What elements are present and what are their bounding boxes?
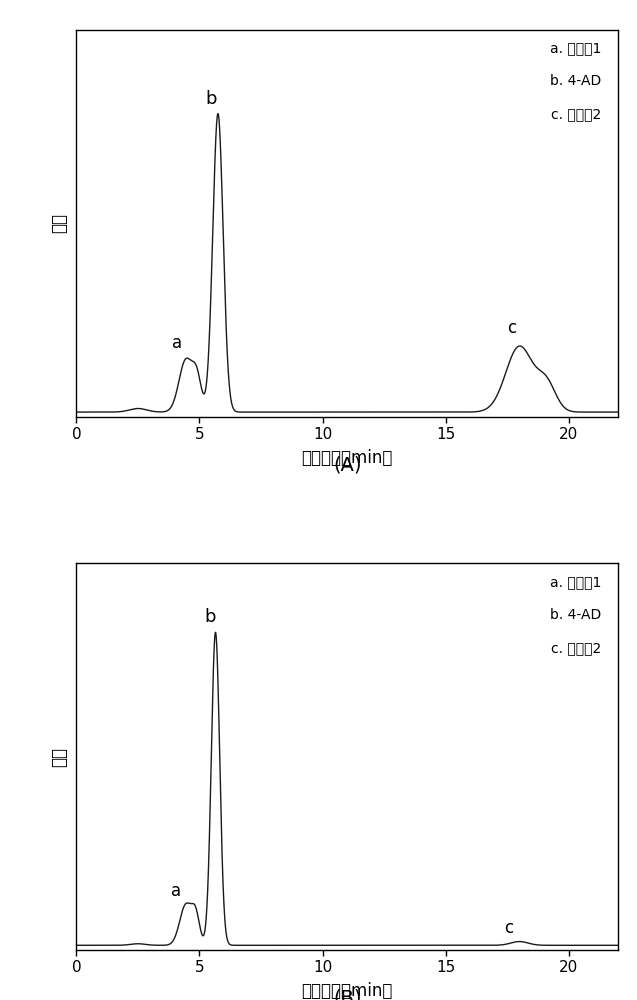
Text: (B): (B)	[333, 989, 361, 1000]
Text: b. 4-AD: b. 4-AD	[550, 608, 602, 622]
Text: b: b	[204, 608, 215, 626]
Text: c. 副产物2: c. 副产物2	[552, 107, 602, 121]
X-axis label: 检测时长（min）: 检测时长（min）	[301, 982, 393, 1000]
Text: a. 副产物1: a. 副产物1	[550, 42, 602, 56]
Text: c. 副产物2: c. 副产物2	[552, 641, 602, 655]
Text: a. 副产物1: a. 副产物1	[550, 575, 602, 589]
Text: c: c	[504, 919, 513, 937]
Text: a: a	[171, 882, 181, 900]
Text: (A): (A)	[333, 455, 361, 474]
Y-axis label: 信号: 信号	[50, 747, 68, 767]
Text: b. 4-AD: b. 4-AD	[550, 74, 602, 88]
Text: b: b	[206, 90, 217, 108]
Text: c: c	[508, 319, 517, 337]
Y-axis label: 信号: 信号	[50, 213, 68, 233]
X-axis label: 检测时长（min）: 检测时长（min）	[301, 449, 393, 467]
Text: a: a	[172, 334, 182, 352]
